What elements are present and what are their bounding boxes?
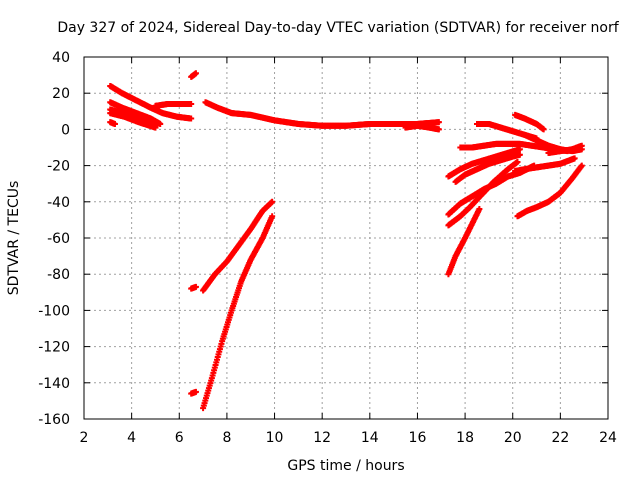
axis-ticks [83,56,609,420]
data-point [192,388,199,395]
x-tick-label: 12 [313,430,331,446]
y-tick-label: 40 [52,50,70,66]
y-tick-label: 0 [61,122,70,138]
x-tick-label: 8 [222,430,231,446]
data-point [571,155,578,162]
series-s2 [107,99,164,127]
x-axis-label: GPS time / hours [287,458,404,474]
series-s4 [107,119,118,127]
series-s16 [445,158,521,229]
series-s14 [445,206,483,278]
y-tick-label: -60 [47,231,70,247]
x-tick-label: 20 [504,430,522,446]
x-tick-label: 18 [456,430,474,446]
series-s24 [514,162,585,220]
y-axis-tick-labels: 40 20 0 -20 -40 -60 -80 -100 -120 -140 -160 [38,50,70,428]
data-point [188,101,195,108]
data-point [578,162,585,169]
x-axis-tick-labels: 2 4 6 8 10 12 14 16 18 20 22 24 [80,430,617,446]
y-tick-label: -100 [38,303,70,319]
series-s23 [545,142,585,156]
data-point [269,213,276,220]
data-point [516,146,523,153]
data-point [192,70,199,77]
series-s10 [188,388,199,397]
data-point [476,206,483,213]
chart-title: Day 327 of 2024, Sidereal Day-to-day VTE… [57,20,619,36]
series-s12 [200,198,276,294]
data-point [514,158,521,165]
y-tick-label: -80 [47,267,70,283]
data-point [269,198,276,205]
y-axis-label: SDTVAR / TECUs [6,181,22,296]
x-tick-label: 10 [266,430,284,446]
data-point [111,120,118,127]
series-s1 [107,82,195,122]
x-tick-label: 2 [80,430,89,446]
y-tick-label: -40 [47,195,70,211]
series-s5 [107,106,159,129]
series-s18 [452,151,523,185]
series-s9 [402,122,442,133]
series-s11 [188,283,199,292]
y-tick-label: -20 [47,159,70,175]
data-points [107,70,585,412]
y-tick-label: 20 [52,86,70,102]
data-point [435,119,442,126]
series-s25 [512,155,578,175]
x-tick-label: 24 [599,430,617,446]
data-point [540,126,547,133]
grid [84,57,608,419]
x-tick-label: 6 [175,430,184,446]
x-tick-label: 22 [551,430,569,446]
series-s21 [512,111,547,133]
data-point [192,283,199,290]
x-tick-label: 14 [361,430,379,446]
data-point [157,120,164,127]
series-s19 [457,140,571,155]
x-tick-label: 16 [409,430,427,446]
data-point [188,115,195,122]
series-s17 [445,146,523,180]
x-tick-label: 4 [127,430,136,446]
data-point [516,151,523,158]
series-s13 [200,213,276,412]
data-point [435,126,442,133]
series-s6 [152,101,195,109]
y-tick-label: -160 [38,412,70,428]
y-tick-label: -140 [38,376,70,392]
data-point [152,122,159,129]
data-point [578,142,585,149]
y-tick-label: -120 [38,340,70,356]
series-s7 [188,70,199,80]
